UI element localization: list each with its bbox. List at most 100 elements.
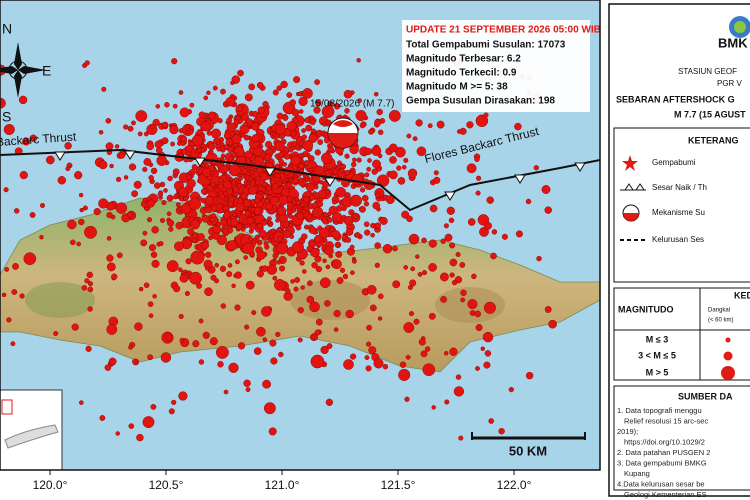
aftershock [219, 193, 225, 200]
aftershock [310, 354, 325, 369]
aftershock [269, 196, 280, 206]
fault-tooth [124, 150, 136, 160]
aftershock [479, 226, 489, 237]
aftershock [173, 285, 181, 293]
aftershock [283, 152, 291, 160]
aftershock [227, 263, 233, 268]
aftershock [291, 241, 304, 254]
aftershock [369, 304, 377, 312]
aftershock [313, 184, 319, 190]
aftershock [290, 155, 301, 166]
aftershock [232, 212, 237, 217]
inset-map [0, 389, 63, 470]
aftershock [159, 181, 166, 188]
aftershock [361, 194, 369, 202]
aftershock [508, 387, 514, 393]
aftershock [278, 158, 284, 165]
aftershock [114, 144, 120, 149]
aftershock [243, 379, 251, 387]
info-update: UPDATE 21 SEPTEMBER 2026 05:00 WIB [406, 25, 601, 36]
aftershock [161, 200, 167, 206]
aftershock [155, 104, 161, 109]
aftershock [150, 167, 158, 175]
aftershock [474, 156, 480, 163]
aftershock [274, 141, 285, 152]
aftershock [136, 433, 144, 442]
aftershock [480, 346, 485, 351]
aftershock [308, 133, 318, 143]
aftershock [263, 402, 276, 415]
aftershock [421, 237, 427, 244]
aftershock [460, 289, 467, 296]
aftershock [303, 196, 310, 203]
aftershock [190, 250, 205, 265]
aftershock [272, 89, 279, 96]
aftershock [302, 139, 314, 151]
aftershock [265, 140, 273, 149]
aftershock [1, 292, 7, 298]
aftershock [85, 345, 92, 352]
aftershock [244, 210, 251, 217]
aftershock [153, 182, 161, 189]
aftershock [262, 182, 268, 188]
aftershock [382, 243, 393, 254]
aftershock [364, 355, 370, 360]
aftershock [220, 164, 229, 174]
aftershock [308, 226, 316, 234]
aftershock [169, 125, 179, 135]
aftershock [108, 357, 117, 366]
aftershock [350, 353, 357, 360]
aftershock [459, 127, 467, 135]
aftershock [474, 310, 482, 318]
aftershock [279, 265, 286, 272]
aftershock [220, 218, 227, 226]
aftershock [212, 85, 218, 91]
aftershock [253, 347, 262, 355]
aftershock [204, 195, 215, 206]
aftershock [277, 236, 283, 242]
aftershock [248, 185, 258, 195]
aftershock [409, 311, 415, 317]
aftershock [417, 271, 423, 277]
aftershock [376, 108, 383, 116]
aftershock [336, 242, 342, 248]
aftershock [217, 361, 224, 368]
aftershock [486, 196, 494, 204]
aftershock [483, 361, 491, 369]
aftershock [324, 300, 331, 307]
aftershock [310, 335, 316, 341]
aftershock [189, 125, 194, 130]
aftershock [372, 159, 381, 169]
aftershock [444, 233, 453, 242]
aftershock [541, 185, 551, 194]
aftershock [475, 324, 483, 332]
fault-tooth [444, 191, 456, 201]
aftershock [422, 270, 428, 276]
epicenter-label: 15/08/2026 (M 7.7) [310, 99, 395, 110]
aftershock [250, 207, 256, 212]
aftershock [279, 225, 285, 230]
aftershock [476, 175, 482, 181]
aftershock [351, 258, 357, 264]
aftershock [471, 273, 477, 280]
aftershock [440, 295, 447, 303]
aftershock [276, 85, 282, 91]
aftershock [243, 199, 252, 208]
aftershock [484, 221, 492, 230]
aftershock [268, 427, 277, 436]
aftershock [216, 221, 222, 227]
aftershock [351, 161, 357, 168]
aftershock [406, 133, 412, 139]
side-panel [608, 3, 750, 497]
aftershock [228, 362, 239, 373]
aftershock [147, 301, 154, 307]
aftershock [297, 307, 304, 314]
compass-n: N [2, 21, 12, 37]
aftershock [305, 124, 313, 132]
aftershock [234, 177, 239, 182]
aftershock [333, 309, 341, 318]
aftershock [98, 160, 108, 170]
aftershock [325, 189, 330, 195]
aftershock [314, 234, 323, 244]
